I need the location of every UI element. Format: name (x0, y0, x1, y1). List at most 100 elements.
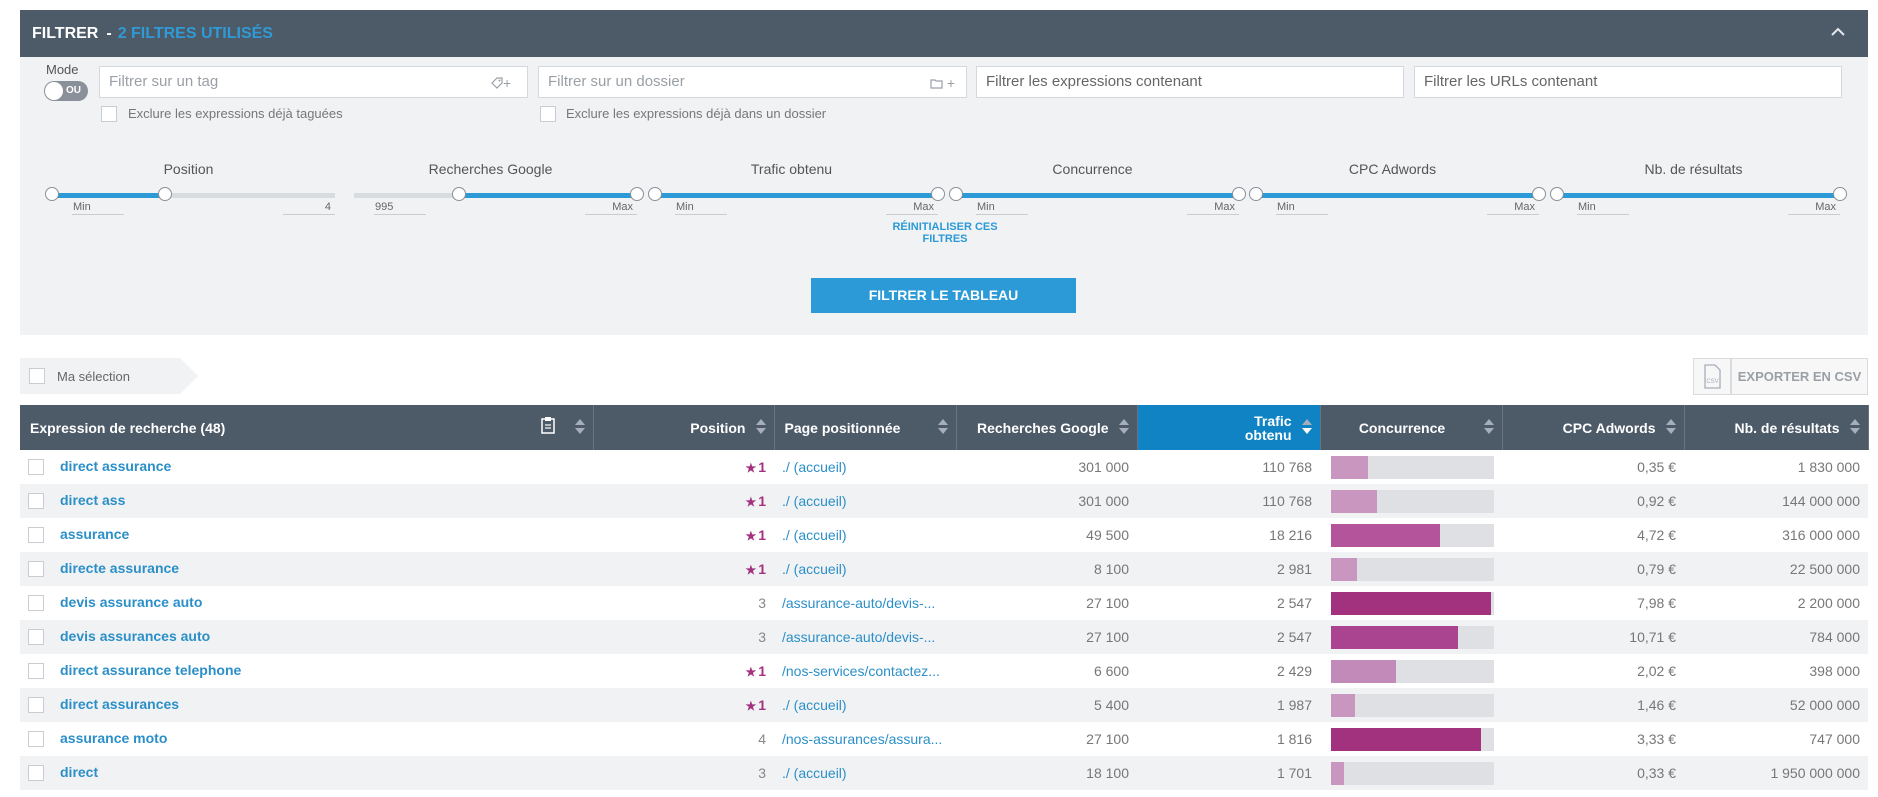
page-link[interactable]: /nos-services/contactez... (782, 663, 940, 679)
sort-icon[interactable] (1849, 419, 1860, 437)
slider-track[interactable] (354, 187, 644, 201)
folder-add-icon[interactable]: + (930, 75, 956, 91)
chevron-up-icon[interactable] (1830, 24, 1846, 40)
slider-max-handle[interactable] (630, 187, 644, 201)
clipboard-icon[interactable] (540, 416, 555, 434)
row-checkbox[interactable] (28, 526, 44, 543)
keyword-link[interactable]: assurance (60, 526, 130, 543)
row-checkbox[interactable] (28, 560, 44, 577)
slider-max-handle[interactable] (931, 187, 945, 201)
slider-min-handle[interactable] (648, 187, 662, 201)
slider-min-handle[interactable] (1249, 187, 1263, 201)
slider-min-value[interactable]: Min (1577, 200, 1629, 215)
slider-max-value[interactable]: Max (1187, 200, 1239, 215)
export-csv-button[interactable]: EXPORTER EN CSV (1731, 358, 1868, 395)
filter-header[interactable]: FILTRER -2 FILTRES UTILISÉS (20, 10, 1868, 57)
keyword-link[interactable]: devis assurance auto (60, 594, 203, 611)
row-checkbox[interactable] (28, 764, 44, 781)
row-checkbox[interactable] (28, 492, 44, 509)
page-link[interactable]: ./ (accueil) (782, 527, 847, 543)
table-row[interactable]: directe assurance ★ 1 ./ (accueil) 8 100 2 98… (20, 552, 1868, 586)
sort-icon[interactable] (574, 419, 585, 437)
slider-min-value[interactable]: Min (675, 200, 727, 215)
page-link[interactable]: ./ (accueil) (774, 688, 956, 722)
slider-max-value[interactable]: Max (1788, 200, 1840, 215)
slider-track[interactable] (1249, 187, 1546, 201)
keyword-link[interactable]: direct assurances (60, 696, 180, 713)
sort-icon[interactable] (1665, 419, 1676, 437)
row-checkbox[interactable] (28, 458, 44, 475)
page-link[interactable]: ./ (accueil) (782, 459, 847, 475)
slider-track[interactable] (949, 187, 1246, 201)
slider-min-handle[interactable] (451, 187, 466, 201)
col-searches[interactable]: Recherches Google (956, 405, 1138, 450)
slider-max-value[interactable]: Max (886, 200, 938, 215)
keyword-link[interactable]: assurance moto (60, 730, 168, 747)
slider-min-value[interactable]: Min (976, 200, 1028, 215)
row-checkbox[interactable] (28, 628, 44, 645)
expression-filter-input[interactable]: Filtrer les expressions contenant (976, 66, 1404, 98)
slider-max-value[interactable]: Max (1487, 200, 1539, 215)
col-keyword[interactable]: Expression de recherche (48) (20, 405, 594, 450)
page-link[interactable]: ./ (accueil) (774, 552, 956, 586)
sort-icon[interactable] (755, 419, 766, 437)
sort-icon[interactable] (1118, 419, 1129, 437)
keyword-link[interactable]: devis assurances auto (60, 628, 211, 645)
page-link[interactable]: ./ (accueil) (774, 756, 956, 790)
col-page[interactable]: Page positionnée (774, 405, 957, 450)
slider-max-handle[interactable] (1833, 187, 1847, 201)
table-row[interactable]: devis assurance auto 3/assurance-auto/dev… (20, 586, 1868, 620)
keyword-link[interactable]: direct ass (60, 492, 126, 509)
reset-filters-link[interactable]: RÉINITIALISER CES FILTRES (892, 221, 998, 245)
select-all-checkbox[interactable] (29, 368, 45, 384)
col-results[interactable]: Nb. de résultats (1684, 405, 1869, 450)
slider-min-handle[interactable] (1550, 187, 1564, 201)
apply-filter-button[interactable]: FILTRER LE TABLEAU (811, 278, 1076, 313)
page-link[interactable]: /nos-assurances/assura... (782, 731, 943, 747)
col-position[interactable]: Position (593, 405, 775, 450)
col-competition[interactable]: Concurrence (1320, 405, 1503, 450)
page-link[interactable]: /assurance-auto/devis-... (774, 620, 956, 654)
table-row[interactable]: direct assurance telephone ★ 1/nos-service… (20, 654, 1868, 688)
slider-max-value[interactable]: 4 (283, 200, 335, 215)
col-cpc[interactable]: CPC Adwords (1502, 405, 1685, 450)
row-checkbox[interactable] (28, 730, 44, 747)
csv-file-icon[interactable]: CSV (1693, 358, 1731, 395)
slider-max-handle[interactable] (1532, 187, 1546, 201)
page-link[interactable]: /assurance-auto/devis-... (782, 595, 936, 611)
table-row[interactable]: direct assurances ★ 1 ./ (accueil) 5 400 1 98… (20, 688, 1868, 722)
exclude-folder-checkbox[interactable] (540, 106, 556, 122)
sort-desc-icon[interactable] (1301, 419, 1312, 437)
page-link[interactable]: ./ (accueil) (774, 484, 956, 518)
tag-add-icon[interactable]: + (491, 75, 517, 91)
slider-max-value[interactable]: Max (585, 200, 637, 215)
slider-max-handle[interactable] (1232, 187, 1246, 201)
keyword-link[interactable]: directe assurance (60, 560, 180, 577)
mode-toggle[interactable]: OU (44, 81, 88, 101)
table-row[interactable]: direct 3 ./ (accueil) 18 100 1 701 0,33 €1 95… (20, 756, 1868, 790)
slider-track[interactable] (648, 187, 945, 201)
sort-icon[interactable] (1483, 419, 1494, 437)
table-row[interactable]: devis assurances auto 3/assurance-auto/de… (20, 620, 1868, 654)
keyword-link[interactable]: direct (60, 764, 99, 781)
exclude-tagged-checkbox[interactable] (101, 106, 117, 122)
folder-filter-input[interactable]: Filtrer sur un dossier + (538, 66, 967, 98)
slider-max-handle[interactable] (158, 187, 173, 201)
slider-min-value[interactable]: 995 (374, 200, 426, 215)
table-row[interactable]: direct assurance ★ 1 ./ (accueil) 301 000 110… (20, 450, 1868, 484)
sort-icon[interactable] (937, 419, 948, 437)
url-filter-input[interactable]: Filtrer les URLs contenant (1414, 66, 1842, 98)
slider-min-value[interactable]: Min (1276, 200, 1328, 215)
slider-track[interactable] (1550, 187, 1847, 201)
col-traffic[interactable]: Trafic obtenu (1137, 405, 1321, 450)
row-checkbox[interactable] (28, 594, 44, 611)
slider-min-value[interactable]: Min (72, 200, 124, 215)
slider-min-handle[interactable] (45, 187, 59, 201)
slider-min-handle[interactable] (949, 187, 963, 201)
keyword-link[interactable]: direct assurance (60, 458, 172, 475)
slider-track[interactable] (45, 187, 335, 201)
tag-filter-input[interactable]: Filtrer sur un tag + (99, 66, 528, 98)
table-row[interactable]: assurance moto 4/nos-assurances/assura...… (20, 722, 1868, 756)
table-row[interactable]: direct ass ★ 1 ./ (accueil) 301 000 110 768 0,… (20, 484, 1868, 518)
row-checkbox[interactable] (28, 696, 44, 713)
